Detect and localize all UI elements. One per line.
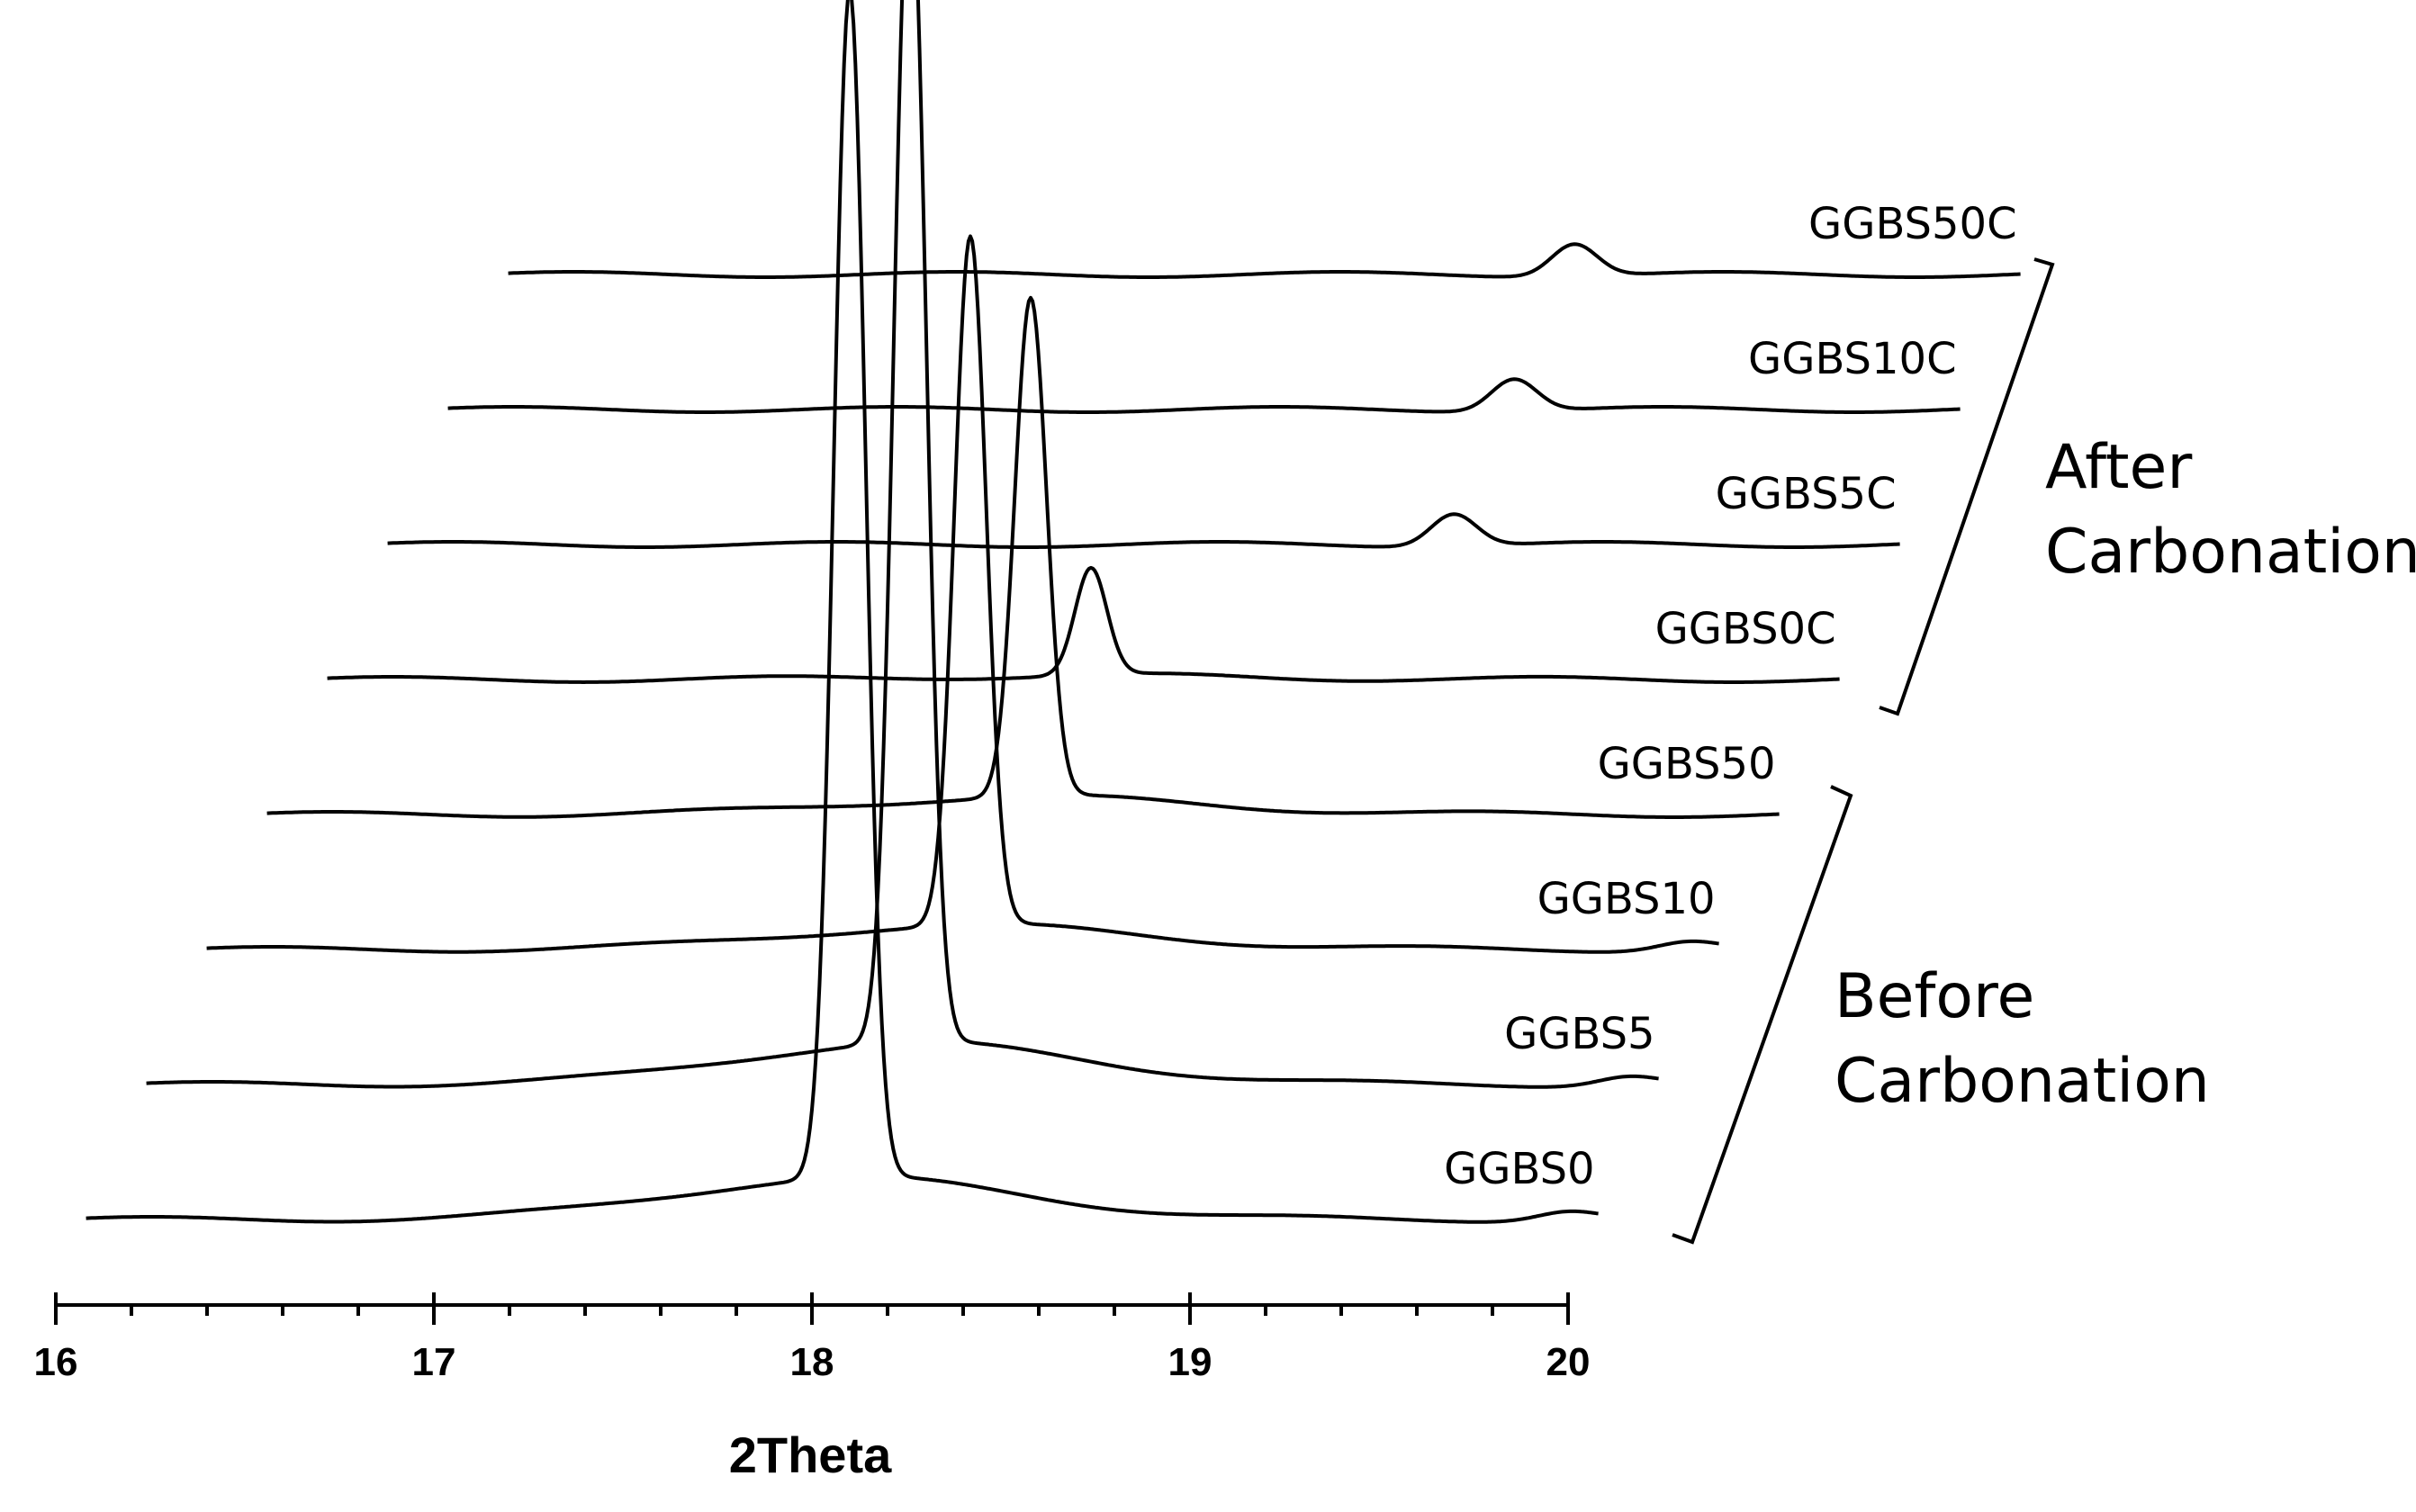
x-tick-label: 16 xyxy=(34,1340,78,1384)
before-bracket xyxy=(1672,785,1853,1245)
x-tick-label: 20 xyxy=(1546,1340,1591,1384)
after-bracket xyxy=(1879,257,2055,716)
after-label-line1: After xyxy=(2045,432,2192,503)
trace-ggbs5c xyxy=(387,512,1900,549)
x-tick-label: 18 xyxy=(790,1340,834,1384)
trace-ggbs0c xyxy=(327,565,1840,684)
trace-ggbs50c xyxy=(508,242,2021,279)
after-carbonation-group: After Carbonation xyxy=(1879,257,2416,716)
series-label-ggbs0: GGBS0 xyxy=(1444,1144,1594,1194)
series-label-ggbs50: GGBS50 xyxy=(1598,739,1776,789)
trace-ggbs10c xyxy=(447,377,1961,414)
trace-ggbs0 xyxy=(86,0,1599,1224)
traces-group xyxy=(86,0,2021,1224)
series-label-ggbs0c: GGBS0C xyxy=(1655,604,1836,654)
x-tick-label: 19 xyxy=(1168,1340,1213,1384)
before-label-line1: Before xyxy=(1835,961,2034,1032)
x-tick-label: 17 xyxy=(412,1340,456,1384)
trace-ggbs50 xyxy=(266,295,1780,819)
after-label-line2: Carbonation xyxy=(2045,517,2416,588)
series-label-ggbs5c: GGBS5C xyxy=(1716,469,1897,519)
x-axis-title: 2Theta xyxy=(729,1426,892,1483)
trace-ggbs10 xyxy=(206,234,1719,954)
series-label-ggbs10c: GGBS10C xyxy=(1748,334,1957,384)
series-label-ggbs5: GGBS5 xyxy=(1504,1009,1654,1059)
before-carbonation-group: Before Carbonation xyxy=(1672,785,2210,1245)
x-axis: 16 17 18 19 20 xyxy=(34,1292,1591,1384)
before-label-line2: Carbonation xyxy=(1835,1046,2210,1117)
series-label-ggbs50c: GGBS50C xyxy=(1808,199,2017,249)
series-label-ggbs10: GGBS10 xyxy=(1537,874,1716,924)
trace-ggbs5 xyxy=(146,0,1659,1089)
series-labels: GGBS0 GGBS5 GGBS10 GGBS50 GGBS0C GGBS5C GGBS10… xyxy=(1444,199,2016,1194)
